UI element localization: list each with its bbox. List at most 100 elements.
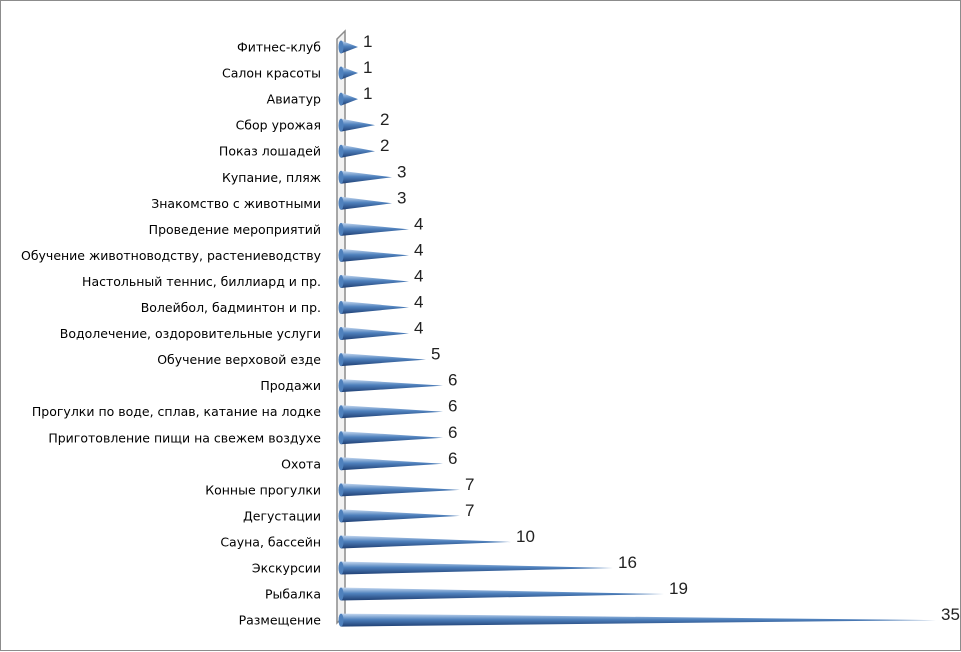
category-label: Волейбол, бадминтон и пр.: [141, 300, 321, 315]
category-label: Приготовление пищи на свежем воздухе: [48, 430, 321, 445]
bar-base: [338, 431, 344, 445]
value-label: 2: [380, 136, 389, 155]
bar-body: [341, 301, 409, 314]
value-label: 7: [465, 501, 474, 520]
value-label: 19: [669, 579, 688, 598]
bar: [338, 587, 664, 601]
value-label: 6: [448, 449, 457, 468]
bar-base: [338, 222, 344, 236]
value-label: 4: [414, 214, 423, 233]
bar-base: [338, 170, 344, 184]
bar-body: [341, 535, 511, 549]
category-label: Дегустации: [243, 508, 321, 523]
value-label: 4: [414, 240, 423, 259]
category-label: Прогулки по воде, сплав, катание на лодк…: [32, 404, 321, 419]
bar-base: [338, 196, 344, 210]
bar: [338, 301, 409, 314]
bar-body: [341, 66, 358, 80]
value-label: 1: [363, 58, 372, 77]
bar-base: [338, 118, 344, 132]
bar: [338, 274, 409, 288]
bar-body: [341, 509, 460, 523]
value-label: 6: [448, 371, 457, 390]
bar-base: [338, 301, 344, 314]
bar: [338, 144, 375, 158]
bar: [338, 66, 358, 80]
value-label: 3: [397, 188, 406, 207]
category-label: Рыбалка: [265, 587, 321, 602]
category-label: Салон красоты: [222, 66, 321, 81]
bar: [338, 535, 511, 549]
bar: [338, 40, 358, 54]
category-label: Фитнес-клуб: [237, 40, 321, 55]
bar-base: [338, 144, 344, 158]
category-label: Сауна, бассейн: [220, 534, 321, 549]
value-label: 5: [431, 345, 440, 364]
bar-base: [338, 66, 344, 80]
bar-base: [338, 483, 344, 497]
bar-base: [338, 613, 344, 627]
bar-body: [341, 118, 375, 132]
bar-base: [338, 92, 344, 106]
category-label: Экскурсии: [252, 561, 321, 576]
value-label: 16: [618, 553, 637, 572]
category-label: Размещение: [239, 613, 322, 628]
category-label: Обучение верховой езде: [157, 352, 321, 367]
category-label: Знакомство с животными: [151, 196, 321, 211]
bar: [338, 379, 443, 393]
labels-layer: Фитнес-клуб 1 Салон красоты 1 Авиатур 1 Сбор у…: [21, 32, 960, 628]
bar-body: [341, 457, 443, 471]
bar: [338, 118, 375, 132]
bar-base: [338, 327, 344, 341]
category-label: Водолечение, оздоровительные услуги: [60, 326, 321, 341]
category-label: Настольный теннис, биллиард и пр.: [82, 274, 321, 289]
category-label: Авиатур: [267, 92, 321, 107]
bar-body: [341, 196, 392, 210]
category-label: Конные прогулки: [205, 482, 321, 497]
bar: [338, 431, 443, 445]
bar: [338, 483, 460, 497]
bar-base: [338, 587, 344, 601]
value-label: 7: [465, 475, 474, 494]
bar-base: [338, 379, 344, 393]
value-label: 4: [414, 293, 423, 312]
bar-body: [341, 274, 409, 288]
bar: [338, 327, 409, 341]
bar-body: [341, 327, 409, 341]
category-label: Обучение животноводству, растениеводству: [21, 248, 322, 263]
bar: [338, 92, 358, 106]
bar: [338, 170, 392, 184]
bar-base: [338, 353, 344, 367]
bar-base: [338, 561, 344, 575]
bar-body: [341, 613, 936, 627]
category-label: Сбор урожая: [236, 118, 321, 133]
bar-base: [338, 405, 344, 419]
bar-body: [341, 483, 460, 497]
bar: [338, 248, 409, 262]
bar-body: [341, 405, 443, 419]
bar: [338, 353, 426, 367]
bar: [338, 561, 613, 575]
bar-body: [341, 92, 358, 106]
bar-body: [341, 170, 392, 184]
bar: [338, 613, 936, 627]
bar: [338, 222, 409, 236]
category-label: Продажи: [260, 378, 321, 393]
bar-base: [338, 509, 344, 523]
value-label: 6: [448, 423, 457, 442]
value-label: 10: [516, 527, 535, 546]
value-label: 1: [363, 84, 372, 103]
value-label: 3: [397, 162, 406, 181]
value-label: 2: [380, 110, 389, 129]
bar-body: [341, 431, 443, 445]
bar-body: [341, 561, 613, 575]
value-label: 1: [363, 32, 372, 51]
category-label: Показ лошадей: [219, 144, 321, 159]
category-label: Проведение мероприятий: [149, 222, 321, 237]
category-label: Охота: [281, 456, 321, 471]
value-label: 6: [448, 397, 457, 416]
category-label: Купание, пляж: [222, 170, 321, 185]
value-label: 4: [414, 319, 423, 338]
